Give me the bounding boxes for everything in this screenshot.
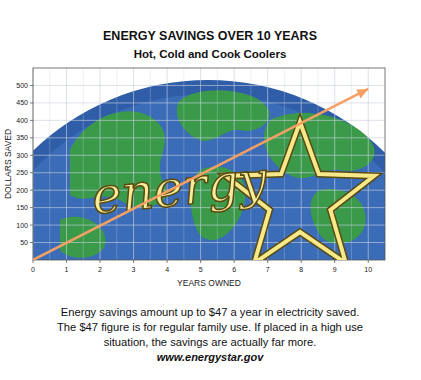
- tick-x: [368, 260, 369, 263]
- grid-line-y: [33, 120, 385, 121]
- tick-label-y: 350: [16, 134, 28, 141]
- grid-line-y: [33, 242, 385, 243]
- continent: [177, 90, 270, 141]
- grid-minor: [49, 68, 50, 260]
- chart-svg: ENERGY SAVINGS OVER 10 YEARS Hot, Cold an…: [0, 0, 421, 380]
- tick-x: [133, 260, 134, 263]
- grid-minor: [83, 68, 84, 260]
- grid-line-x: [267, 68, 268, 260]
- tick-x: [334, 260, 335, 263]
- grid-minor: [116, 68, 117, 260]
- tick-label-x: 1: [65, 266, 69, 273]
- tick-y: [30, 207, 33, 208]
- tick-label-y: 50: [20, 239, 28, 246]
- arrow-head: [356, 89, 368, 98]
- chart-root: ENERGY SAVINGS OVER 10 YEARS Hot, Cold an…: [0, 0, 421, 380]
- source: www.energystar.gov: [157, 351, 264, 363]
- tick-label-x: 0: [31, 266, 35, 273]
- caption-line: Energy savings amount up to $47 a year i…: [61, 306, 360, 318]
- axes: 50 100 150 200 250 300 350 400 450 500 0 1 2 3 4 5 6 7 8 9 1…: [3, 82, 372, 288]
- grid-line-y: [33, 85, 385, 86]
- tick-y: [30, 120, 33, 121]
- line: [33, 89, 368, 260]
- tick-y: [30, 85, 33, 86]
- tick-label-x: 9: [333, 266, 337, 273]
- tick-y: [30, 102, 33, 103]
- grid-line-x: [66, 68, 67, 260]
- tick-label-y: 400: [16, 117, 28, 124]
- y-axis-label: DOLLARS SAVED: [3, 129, 13, 199]
- tick-label-x: 4: [165, 266, 169, 273]
- tick-label-x: 8: [299, 266, 303, 273]
- tick-label-y: 450: [16, 99, 28, 106]
- grid-line-y: [33, 137, 385, 138]
- tick-y: [30, 137, 33, 138]
- tick-label-x: 6: [232, 266, 236, 273]
- background: [33, 68, 385, 260]
- tick-y: [30, 225, 33, 226]
- tick-x: [100, 260, 101, 263]
- caption-line: The $47 figure is for regular family use…: [57, 321, 363, 333]
- tick-y: [30, 190, 33, 191]
- data-group: [33, 89, 368, 260]
- tick-label-x: 10: [364, 266, 372, 273]
- tick-label-y: 500: [16, 82, 28, 89]
- caption-line: situation, the savings are actually far …: [104, 336, 317, 348]
- grid-line-y: [33, 102, 385, 103]
- tick-y: [30, 172, 33, 173]
- plot-bg: [33, 68, 385, 260]
- tick-label-y: 250: [16, 169, 28, 176]
- tick-label-x: 3: [132, 266, 136, 273]
- tick-x: [66, 260, 67, 263]
- grid-line-x: [368, 68, 369, 260]
- tick-label-x: 5: [199, 266, 203, 273]
- tick-label-y: 300: [16, 152, 28, 159]
- tick-label-y: 150: [16, 204, 28, 211]
- tick-x: [267, 260, 268, 263]
- tick-label-x: 7: [266, 266, 270, 273]
- tick-x: [167, 260, 168, 263]
- grid: [33, 68, 385, 260]
- tick-x: [33, 260, 34, 263]
- plot-frame: [33, 68, 385, 260]
- x-axis-label: YEARS OWNED: [177, 278, 241, 288]
- tick-label-y: 200: [16, 187, 28, 194]
- tick-x: [200, 260, 201, 263]
- tick-x: [234, 260, 235, 263]
- logo-text: energy: [89, 150, 270, 226]
- tick-y: [30, 155, 33, 156]
- tick-x: [301, 260, 302, 263]
- tick-label-y: 100: [16, 222, 28, 229]
- grid-line-x: [100, 68, 101, 260]
- globe: [33, 80, 385, 260]
- title: ENERGY SAVINGS OVER 10 YEARS: [103, 29, 317, 43]
- subtitle: Hot, Cold and Cook Coolers: [134, 48, 287, 60]
- tick-y: [30, 242, 33, 243]
- tick-label-x: 2: [98, 266, 102, 273]
